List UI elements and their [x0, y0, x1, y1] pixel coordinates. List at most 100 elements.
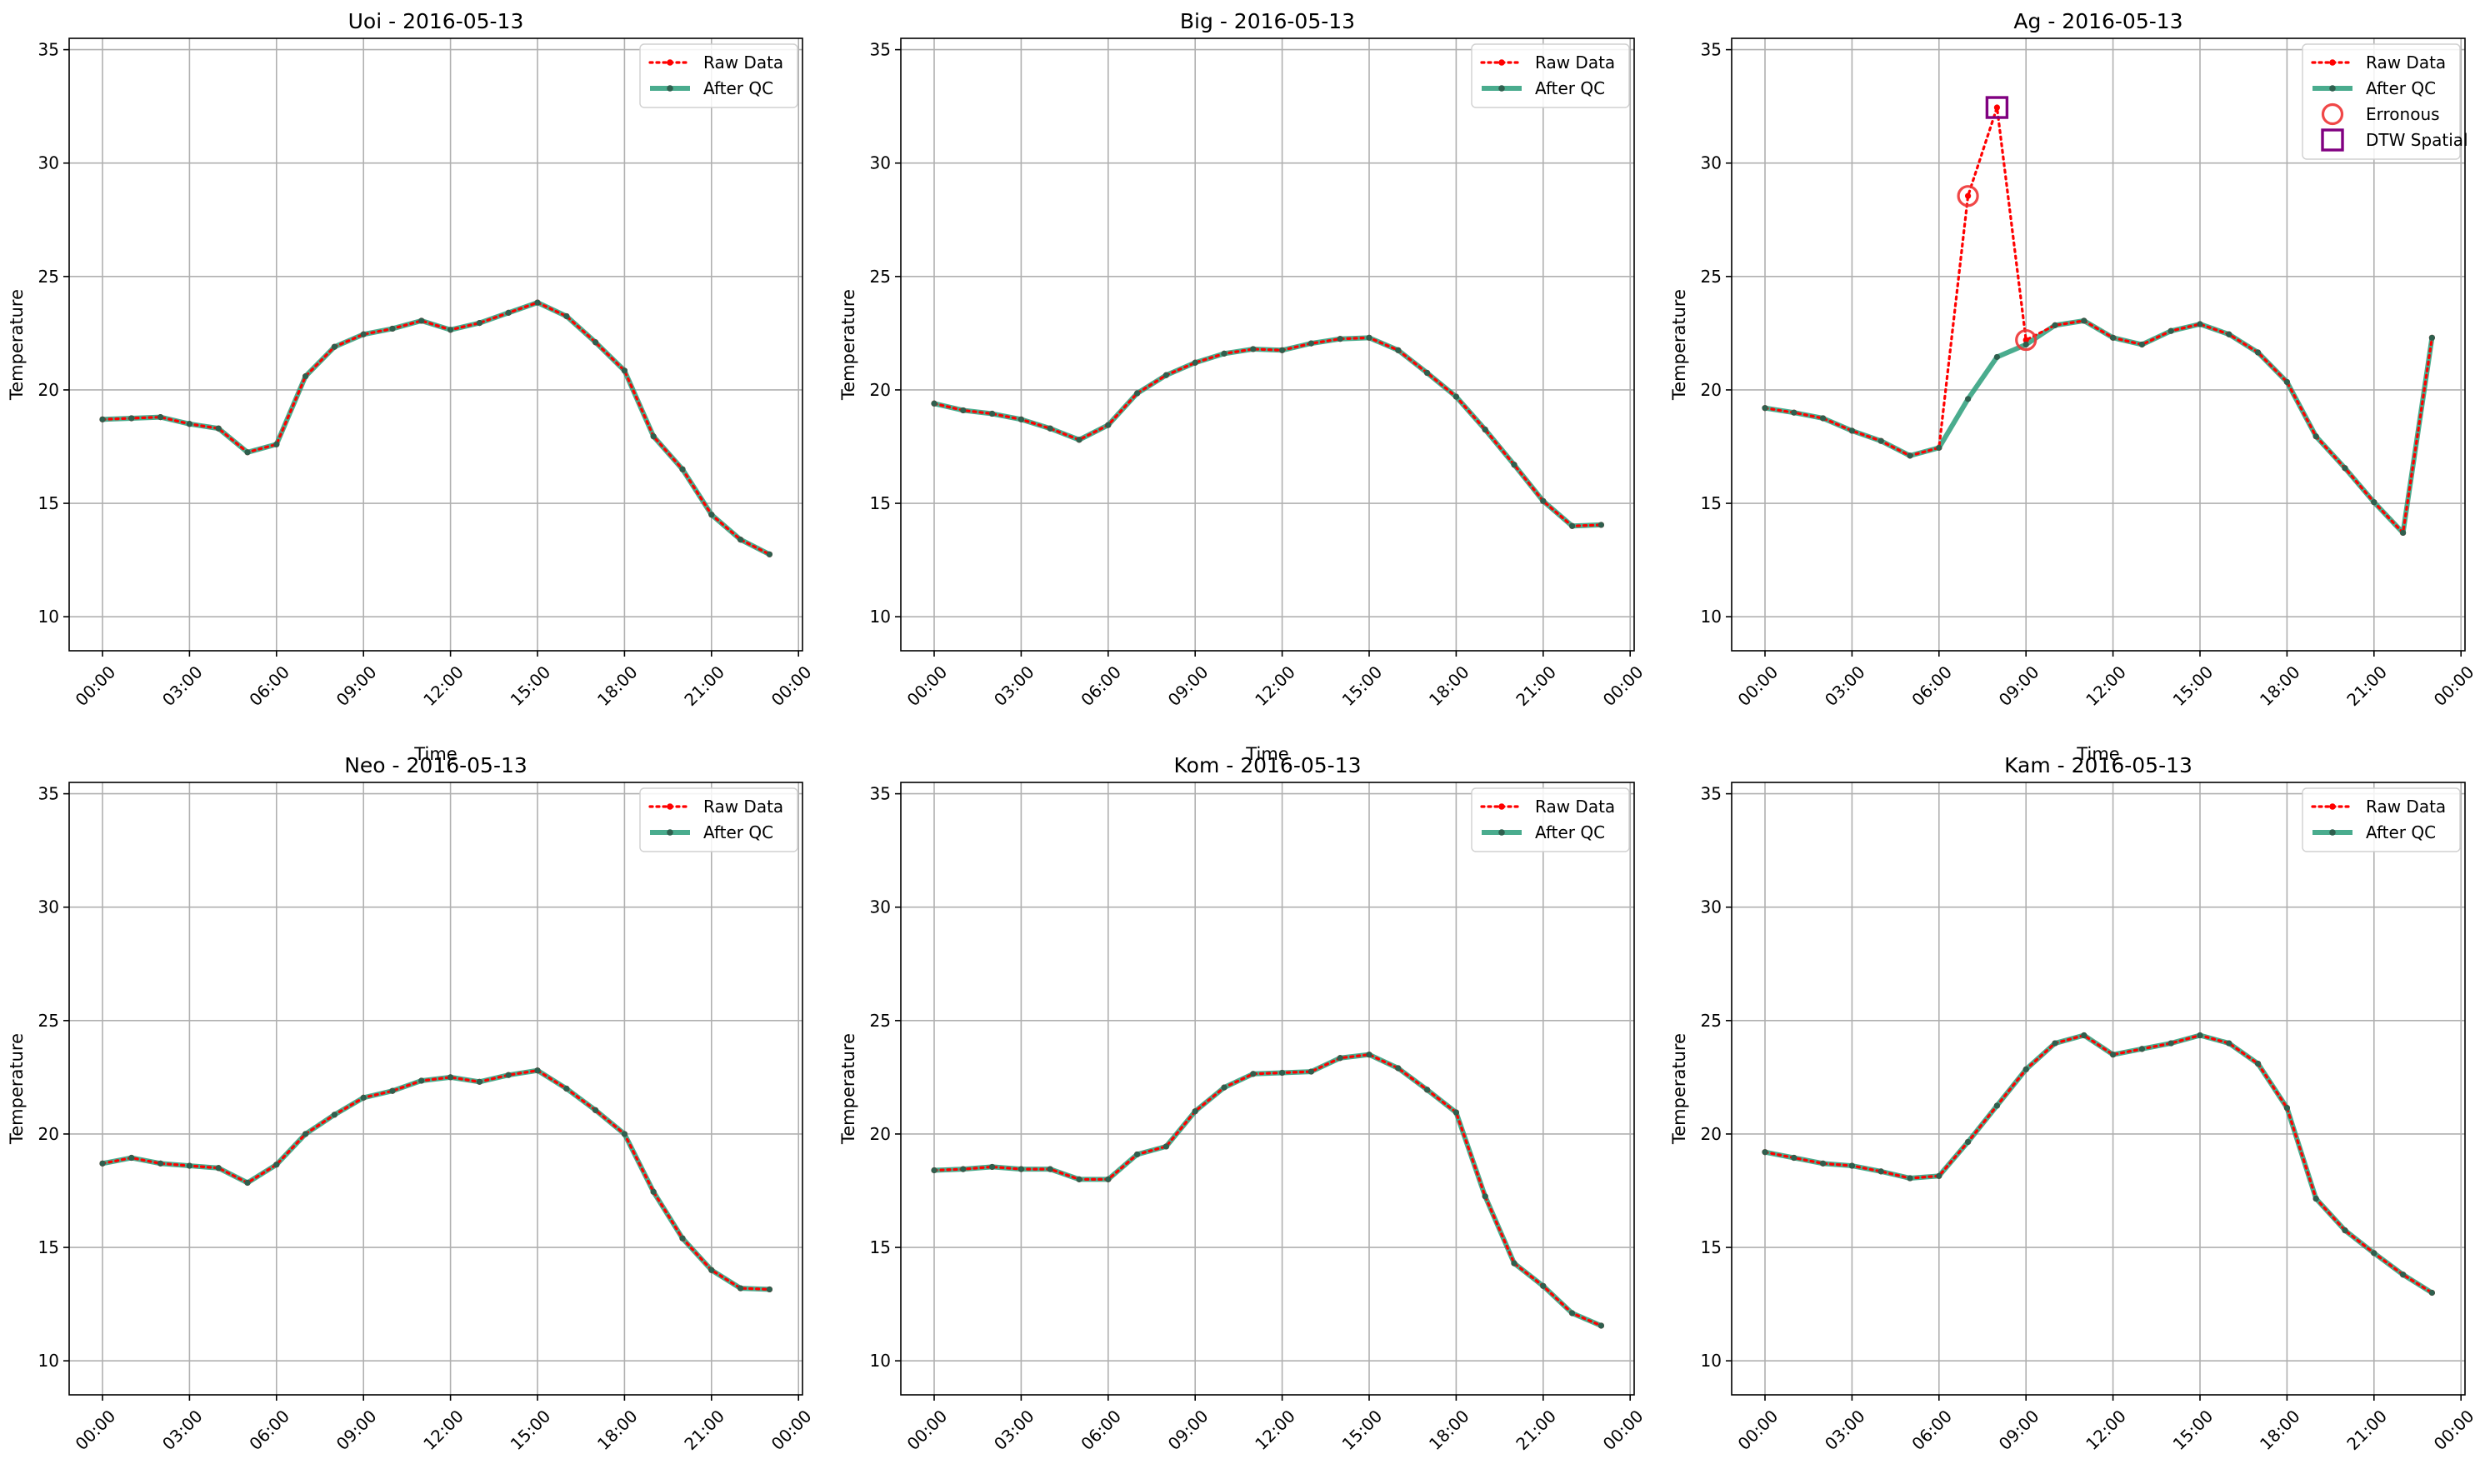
x-tick-label: 18:00 — [593, 662, 642, 710]
after-qc-point — [1993, 1102, 2000, 1109]
x-tick-label: 03:00 — [158, 662, 207, 710]
after-qc-point — [2022, 341, 2029, 348]
x-tick-label: 06:00 — [245, 1406, 293, 1454]
after-qc-point — [389, 325, 396, 332]
chart-legend: Raw Data After QC — [2302, 787, 2461, 852]
y-tick-label: 30 — [1701, 153, 1722, 173]
y-tick-label: 25 — [38, 1011, 59, 1031]
x-tick-label: 18:00 — [2256, 1406, 2304, 1454]
series-line-raw-data — [101, 1069, 772, 1292]
after-qc-point — [1791, 409, 1798, 416]
after-qc-point — [2255, 1060, 2262, 1067]
after-qc-point — [99, 1160, 106, 1167]
after-qc-point — [2226, 1040, 2232, 1047]
after-qc-point — [1018, 1166, 1024, 1172]
after-qc-point — [1452, 1109, 1459, 1116]
after-qc-point — [2138, 1046, 2145, 1052]
y-tick-label: 30 — [38, 897, 59, 917]
after-qc-point — [1540, 1282, 1547, 1289]
after-qc-point — [1279, 1069, 1286, 1077]
x-tick-label: 21:00 — [680, 1406, 728, 1454]
y-tick-label: 25 — [870, 1011, 891, 1031]
after-qc-point — [1250, 346, 1257, 352]
y-tick-label: 15 — [1701, 493, 1722, 513]
x-tick-label: 03:00 — [990, 662, 1038, 710]
after-qc-point — [1965, 1138, 1972, 1146]
y-tick-label: 25 — [1701, 267, 1722, 287]
x-tick-label: 06:00 — [1908, 1406, 1956, 1454]
after-qc-point — [1424, 369, 1431, 377]
legend-swatch-raw-data-marker — [1498, 803, 1505, 810]
y-tick-label: 10 — [38, 1351, 59, 1371]
y-tick-label: 15 — [38, 1237, 59, 1257]
x-tick-label: 06:00 — [245, 662, 293, 710]
after-qc-point — [960, 407, 967, 414]
y-axis-label: Temperature — [1669, 1033, 1689, 1145]
x-tick-label: 00:00 — [2430, 662, 2478, 710]
after-qc-point — [738, 537, 744, 543]
y-axis-label: Temperature — [7, 1033, 27, 1145]
after-qc-point — [99, 416, 106, 422]
x-tick-label: 15:00 — [2169, 1406, 2218, 1454]
after-qc-point — [1452, 393, 1459, 400]
chart-legend: Raw Data After QC Erronous DTW Spatial — [2302, 43, 2468, 160]
x-tick-label: 12:00 — [2082, 662, 2130, 710]
after-qc-point — [2168, 327, 2174, 334]
y-tick-label: 30 — [870, 153, 891, 173]
y-tick-label: 30 — [38, 153, 59, 173]
y-tick-label: 10 — [870, 607, 891, 627]
after-qc-point — [331, 343, 338, 350]
after-qc-point — [2342, 465, 2348, 472]
after-qc-point — [476, 1078, 483, 1085]
axes-frame — [1731, 37, 2466, 652]
chart-legend: Raw Data After QC — [1471, 787, 1630, 852]
x-tick-label: 00:00 — [72, 662, 120, 710]
after-qc-point — [1482, 426, 1488, 433]
x-tick-label: 18:00 — [1425, 662, 1473, 710]
after-qc-point — [2400, 529, 2407, 537]
x-tick-label: 09:00 — [1995, 1406, 2043, 1454]
series-line-after-qc — [102, 1067, 770, 1292]
series-line-raw-data — [1763, 1033, 2433, 1295]
x-tick-label: 00:00 — [2430, 1406, 2478, 1454]
after-qc-point — [2197, 1032, 2203, 1039]
after-qc-point — [1993, 353, 2000, 361]
after-qc-point — [1337, 336, 1343, 342]
after-qc-point — [2138, 341, 2145, 348]
legend-swatch-after-qc-marker — [2329, 85, 2336, 92]
chart-title: Kom - 2016-05-13 — [1174, 753, 1362, 777]
after-qc-point — [931, 400, 938, 407]
after-qc-point — [128, 1154, 135, 1162]
series-line-raw-data — [1763, 107, 2433, 536]
chart-legend: Raw Data After QC — [639, 787, 798, 852]
after-qc-point — [2052, 322, 2058, 328]
x-tick-label: 12:00 — [1251, 1406, 1299, 1454]
after-qc-point — [766, 551, 773, 557]
y-tick-label: 10 — [1701, 1351, 1722, 1371]
after-qc-point — [244, 1179, 251, 1187]
y-axis-label: Temperature — [7, 289, 27, 401]
legend-swatch-after-qc-marker — [1498, 85, 1505, 92]
after-qc-point — [1791, 1154, 1798, 1162]
legend-label: After QC — [703, 822, 773, 842]
after-qc-point — [989, 1163, 996, 1171]
x-tick-label: 21:00 — [2342, 1406, 2391, 1454]
chart-legend: Raw Data After QC — [639, 43, 798, 108]
y-axis-label: Temperature — [838, 1033, 858, 1145]
after-qc-point — [1366, 334, 1372, 341]
x-tick-label: 03:00 — [990, 1406, 1038, 1454]
legend-frame — [639, 43, 798, 108]
chart-panel: 10 15 20 25 30 35 00:00 03:00 06:00 09:00 12:00 15:… — [838, 9, 1647, 764]
after-qc-point — [1366, 1052, 1372, 1058]
after-qc-point — [1047, 1166, 1053, 1172]
after-qc-point — [621, 367, 628, 374]
chart-panel: 10 15 20 25 30 35 00:00 03:00 06:00 09:00 12:00 15:… — [7, 9, 815, 764]
after-qc-point — [592, 339, 599, 346]
x-tick-label: 03:00 — [1821, 662, 1869, 710]
after-qc-point — [1047, 425, 1053, 432]
after-qc-point — [1076, 1176, 1082, 1182]
after-qc-point — [1192, 1108, 1198, 1115]
after-qc-point — [1395, 347, 1402, 353]
after-qc-point — [2283, 378, 2290, 386]
series-line-raw-data — [101, 301, 772, 556]
